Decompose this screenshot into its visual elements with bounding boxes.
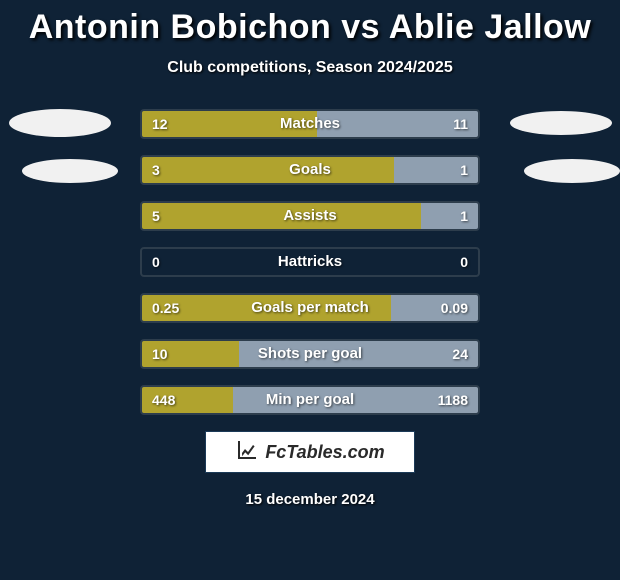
stat-row: Hattricks0 0 (140, 247, 480, 277)
player-right-ellipse-2 (524, 159, 620, 183)
bar-right (233, 387, 478, 413)
bar-left (142, 387, 233, 413)
bar-left (142, 157, 394, 183)
bar-left (142, 111, 317, 137)
chart-icon (235, 438, 259, 467)
badge-text: FcTables.com (265, 442, 384, 463)
bar-right (394, 157, 478, 183)
stat-row: Goals31 (140, 155, 480, 185)
bar-right (391, 295, 478, 321)
bar-right (421, 203, 478, 229)
bar-left (142, 341, 239, 367)
player-left-ellipse-1 (9, 109, 111, 137)
bar-right (317, 111, 478, 137)
stat-row: Goals per match0.250.09 (140, 293, 480, 323)
fctables-badge[interactable]: FcTables.com (205, 431, 415, 473)
player-right-ellipse-1 (510, 111, 612, 135)
stat-row: Matches1211 (140, 109, 480, 139)
bar-left (142, 295, 391, 321)
player-left-ellipse-2 (22, 159, 118, 183)
date-label: 15 december 2024 (0, 491, 620, 508)
bar-right (239, 341, 478, 367)
stat-row: Min per goal4481188 (140, 385, 480, 415)
stat-row: Assists51 (140, 201, 480, 231)
stat-bars-container: Matches1211 Goals31 Assists51 Hattricks0 0 Go… (140, 109, 480, 415)
stat-row: Shots per goal1024 (140, 339, 480, 369)
page-subtitle: Club competitions, Season 2024/2025 (0, 59, 620, 77)
bar-left (142, 203, 421, 229)
page-title: Antonin Bobichon vs Ablie Jallow (0, 0, 620, 47)
stat-value-right: 0 (460, 249, 468, 275)
stat-label: Hattricks (142, 249, 478, 275)
stat-value-left: 0 (152, 249, 160, 275)
comparison-chart: Matches1211 Goals31 Assists51 Hattricks0 0 Go… (0, 109, 620, 415)
